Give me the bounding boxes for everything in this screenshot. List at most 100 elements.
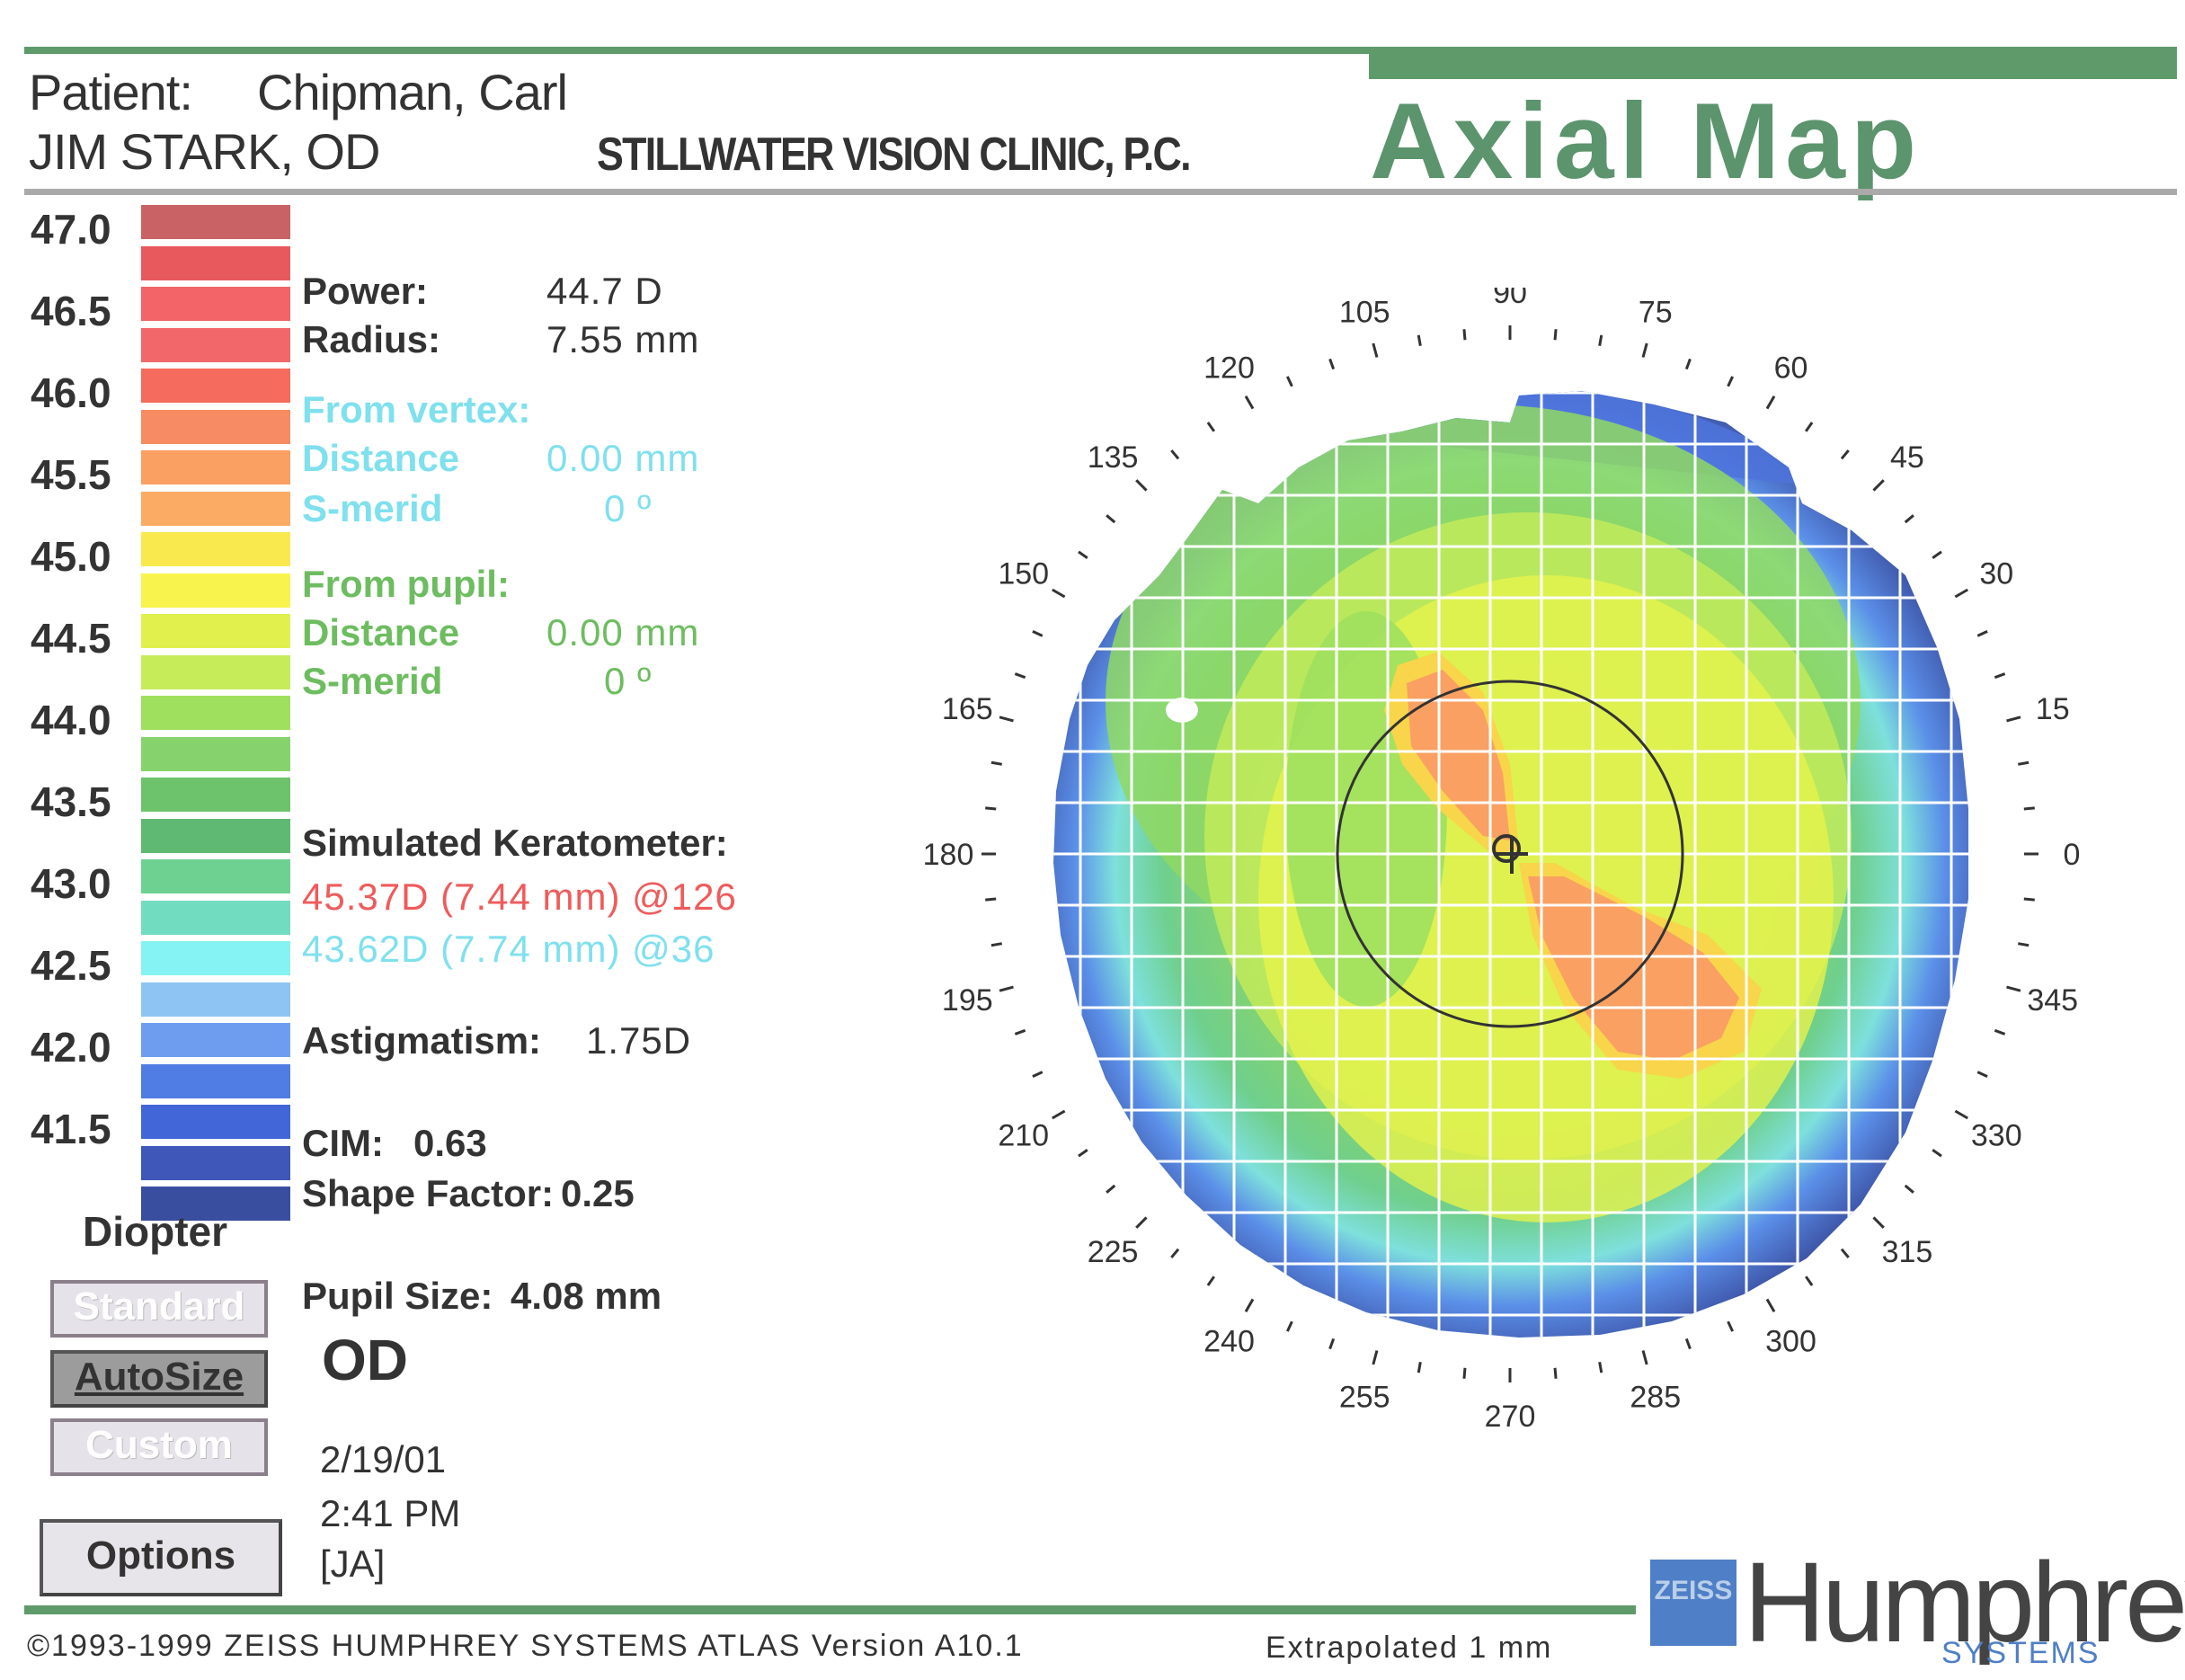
footer-rule	[24, 1605, 1636, 1614]
angle-tick	[1170, 1248, 1180, 1258]
angle-tick	[1328, 358, 1336, 370]
scale-swatch	[141, 654, 290, 689]
angle-tick	[1598, 1362, 1603, 1373]
angle-label: 315	[1882, 1235, 1933, 1269]
scale-swatch	[141, 778, 290, 812]
angle-tick	[1106, 1184, 1116, 1194]
cim-label: CIM:	[302, 1122, 384, 1164]
scale-swatch	[141, 205, 290, 239]
humphrey-logo-text: Humphrey	[1744, 1539, 2185, 1666]
angle-major-tick	[1052, 1109, 1066, 1120]
angle-tick	[1684, 1338, 1692, 1350]
scale-value-label: 46.0	[31, 369, 111, 416]
angle-label: 30	[1979, 557, 2013, 591]
center-mark	[1492, 834, 1528, 874]
scale-swatch	[141, 409, 290, 444]
angle-tick	[1462, 1367, 1467, 1379]
shape-factor-value: 0.25	[561, 1172, 635, 1214]
simk-label: Simulated Keratometer:	[302, 822, 728, 864]
vertex-smerid-label: S-merid	[302, 487, 443, 529]
angle-label: 15	[2036, 692, 2070, 726]
angle-label: 255	[1339, 1381, 1390, 1415]
angle-label: 300	[1765, 1324, 1816, 1358]
angle-tick	[1904, 1184, 1914, 1194]
angle-label: 345	[2027, 983, 2078, 1018]
autosize-button[interactable]: AutoSize	[50, 1350, 268, 1408]
angle-tick	[1014, 1028, 1026, 1036]
scale-swatch	[141, 327, 290, 362]
angle-label: 195	[942, 983, 993, 1018]
scale-swatch	[141, 1063, 290, 1098]
scale-value-label: 44.5	[31, 615, 111, 662]
angle-labels: 0 15 30 45 60 75 90 105 120 135 150 165 180 195 210 225…	[923, 288, 2081, 1434]
angle-major-tick	[2006, 716, 2021, 723]
simk-flat-value: 43.62D (7.74 mm) @36	[302, 928, 715, 970]
angle-tick	[1805, 422, 1814, 432]
astigmatism-value: 1.75D	[586, 1019, 692, 1062]
scale-value-label: 44.0	[31, 697, 111, 743]
angle-major-tick	[1641, 342, 1648, 358]
angle-label: 330	[1971, 1119, 2022, 1153]
pupil-size-value: 4.08 mm	[511, 1275, 662, 1317]
pupil-circle	[1336, 680, 1684, 1028]
radius-value: 7.55 mm	[546, 318, 700, 360]
angle-tick-marks	[981, 325, 2038, 1382]
power-value: 44.7 D	[546, 270, 663, 312]
angle-tick	[990, 760, 1002, 766]
angle-tick	[1206, 422, 1215, 432]
header-bottom-rule	[24, 189, 2177, 195]
scale-swatch	[141, 1105, 290, 1139]
angle-tick	[1078, 1149, 1088, 1158]
angle-major-tick	[999, 716, 1014, 723]
angle-tick	[1553, 329, 1558, 341]
header-top-rule	[24, 47, 2177, 54]
angle-tick	[1727, 1320, 1735, 1332]
custom-button[interactable]: Custom	[50, 1418, 268, 1476]
angle-tick	[1994, 672, 2006, 680]
scale-swatch	[141, 859, 290, 893]
astigmatism-label: Astigmatism:	[302, 1019, 542, 1062]
angle-label: 240	[1204, 1324, 1255, 1358]
radius-label: Radius:	[302, 318, 441, 360]
scale-value-label: 45.0	[31, 533, 111, 580]
scale-swatch	[141, 941, 290, 975]
patient-label: Patient:	[29, 64, 193, 120]
pupil-smerid-label: S-merid	[302, 660, 443, 702]
angle-tick	[1553, 1367, 1558, 1379]
angle-major-tick	[1135, 1216, 1148, 1229]
angle-tick	[2018, 760, 2030, 766]
scale-value-label: 41.5	[31, 1106, 111, 1152]
diopter-label: Diopter	[83, 1208, 227, 1255]
angle-tick	[1462, 329, 1467, 341]
angle-major-tick	[1135, 479, 1148, 492]
cim-value: 0.63	[413, 1122, 487, 1164]
angle-tick	[1285, 1320, 1293, 1332]
angle-label: 165	[942, 692, 993, 726]
angle-tick	[1932, 1149, 1942, 1158]
angle-label: 60	[1774, 351, 1808, 386]
angle-tick	[1014, 672, 1026, 680]
angle-tick	[1032, 1071, 1044, 1079]
scale-value-label: 42.0	[31, 1024, 111, 1071]
options-button[interactable]: Options	[40, 1519, 282, 1596]
power-label: Power:	[302, 270, 429, 312]
angle-label: 0	[2064, 838, 2081, 872]
angle-tick	[1417, 334, 1422, 346]
standard-button[interactable]: Standard	[50, 1280, 268, 1338]
scale-swatch	[141, 1023, 290, 1057]
angle-tick	[1840, 1248, 1850, 1258]
scale-swatch	[141, 982, 290, 1017]
angle-tick	[1206, 1276, 1215, 1286]
shape-factor-label: Shape Factor:	[302, 1172, 555, 1214]
angle-major-tick	[1244, 396, 1255, 410]
angle-major-tick	[1954, 588, 1968, 599]
vertex-distance-value: 0.00 mm	[546, 437, 700, 479]
angle-tick	[1032, 629, 1044, 637]
angle-tick	[1932, 550, 1942, 559]
scale-swatch	[141, 573, 290, 608]
angle-major-tick	[1954, 1109, 1968, 1120]
scale-value-label: 45.5	[31, 451, 111, 498]
angle-tick	[1078, 550, 1088, 559]
scale-value-label: 46.5	[31, 288, 111, 334]
angle-tick	[1106, 514, 1116, 524]
